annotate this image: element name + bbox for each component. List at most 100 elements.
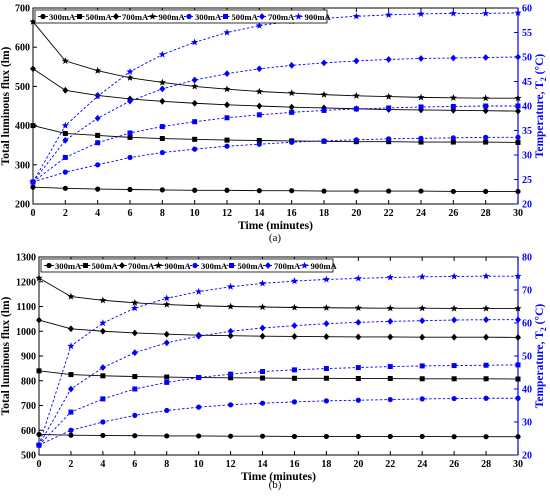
x-tick-label: 6	[132, 459, 137, 470]
flux-point	[321, 188, 327, 194]
flux-point	[192, 187, 198, 193]
flux-point	[259, 433, 266, 439]
flux-point	[450, 188, 456, 195]
y-left-tick-label: 700	[15, 4, 30, 15]
flux-point	[99, 296, 107, 304]
legend-swatch-marker	[119, 262, 125, 269]
legend-label: 900mA	[305, 12, 332, 22]
temp-point	[195, 287, 203, 295]
x-tick-label: 18	[321, 459, 331, 470]
flux-point	[95, 186, 101, 192]
flux-point	[386, 188, 392, 194]
legend-label: 700mA	[268, 12, 295, 22]
legend-swatch-marker	[46, 262, 52, 269]
y-right-tick-label: 40	[522, 102, 532, 113]
flux-point	[259, 332, 266, 340]
legend-label: 900mA	[159, 12, 186, 22]
temp-point	[515, 316, 521, 324]
flux-point	[482, 304, 490, 312]
x-tick-label: 4	[100, 459, 105, 470]
temp-point	[386, 273, 394, 281]
temp-series-900mA	[29, 9, 522, 186]
flux-point	[417, 93, 425, 101]
temp-point	[353, 137, 359, 143]
y-right-title-unit: (°C)	[534, 54, 546, 78]
x-tick-label: 0	[37, 459, 42, 470]
temp-point	[132, 386, 138, 392]
x-tick-label: 16	[287, 208, 297, 219]
y-left-tick-label: 900	[21, 352, 36, 363]
temp-point	[386, 105, 392, 111]
x-tick-label: 6	[128, 208, 133, 219]
temp-point	[355, 397, 361, 403]
temp-point	[195, 332, 202, 340]
flux-point	[386, 139, 392, 145]
x-tick-label: 26	[448, 208, 458, 219]
legend-label: 700mA	[128, 261, 155, 271]
temp-point	[68, 427, 74, 433]
temp-point	[323, 398, 329, 404]
x-axis-title: Time (minutes)	[238, 220, 313, 232]
flux-point	[419, 433, 425, 440]
x-tick-label: 24	[417, 459, 427, 470]
temp-point	[323, 366, 329, 372]
flux-point	[131, 298, 139, 306]
flux-point	[288, 89, 296, 97]
plot-frame	[38, 256, 519, 456]
temp-point	[483, 316, 490, 324]
flux-point	[224, 101, 230, 109]
flux-point	[483, 139, 489, 145]
temp-point	[419, 363, 425, 369]
flux-series-900mA	[35, 274, 522, 312]
temp-point	[164, 407, 170, 414]
temp-point	[418, 104, 424, 110]
temp-line	[32, 12, 519, 183]
flux-point	[355, 433, 361, 440]
flux-point	[195, 301, 203, 309]
temp-point	[131, 349, 138, 357]
temp-point	[61, 121, 69, 129]
flux-point	[419, 376, 425, 382]
flux-line	[32, 68, 519, 112]
temp-point	[131, 304, 139, 312]
legend-label: 500mA	[92, 261, 119, 271]
legend-label: 900mA	[165, 261, 192, 271]
temp-point	[132, 412, 138, 418]
flux-point	[132, 374, 138, 380]
temp-point	[450, 103, 456, 109]
temp-point	[515, 103, 521, 109]
y-right-tick-label: 40	[522, 385, 532, 396]
flux-point	[191, 99, 198, 107]
flux-point	[515, 376, 521, 382]
legend-swatch-marker	[154, 261, 163, 269]
x-tick-label: 14	[254, 208, 264, 219]
flux-line	[32, 21, 518, 99]
flux-point	[29, 17, 37, 25]
chart-panel-b: 0 2 4 6 8 10 12 14 16 18 20 22 24 26 28 305006007008009…	[0, 253, 548, 492]
y-right-axis-title: Temperature, T2 (°C)	[534, 304, 548, 409]
flux-line	[32, 125, 519, 143]
flux-point	[514, 304, 522, 312]
flux-series-500mA	[30, 123, 521, 145]
y-right-tick-label: 50	[522, 352, 532, 363]
y-left-tick-label: 200	[15, 200, 30, 211]
temp-point	[127, 154, 133, 161]
temp-series-900mA	[35, 272, 522, 449]
y-left-tick-label: 300	[15, 160, 30, 171]
temp-point	[291, 367, 297, 373]
x-tick-label: 18	[319, 208, 329, 219]
flux-point	[159, 187, 165, 193]
x-tick-label: 10	[194, 459, 204, 470]
temp-point	[451, 363, 457, 369]
flux-point	[483, 376, 489, 382]
legend-label: 900mA	[311, 261, 338, 271]
flux-point	[291, 433, 298, 440]
flux-point	[36, 316, 42, 324]
flux-point	[320, 90, 328, 98]
flux-series-500mA	[36, 368, 521, 382]
y-left-tick-label: 500	[15, 82, 30, 93]
temp-point	[62, 169, 68, 175]
y-right-tick-label: 70	[522, 286, 532, 297]
legend-swatch-marker	[265, 262, 271, 269]
flux-point	[164, 374, 170, 380]
